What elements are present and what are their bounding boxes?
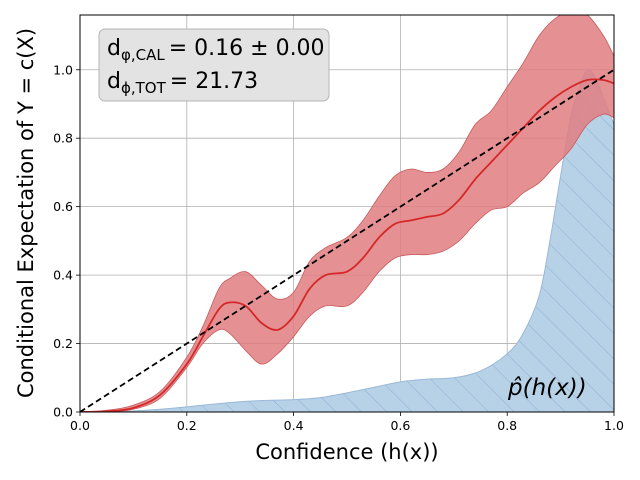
y-tick-label: 1.0 xyxy=(53,62,73,77)
x-axis-label: Confidence (h(x)) xyxy=(255,440,438,464)
y-tick-label: 0.4 xyxy=(53,268,73,283)
density-hatch xyxy=(80,69,614,412)
axis-ticks: 0.0 0.2 0.4 0.6 0.8 1.0 0.0 0.2 0.4 0.6 0.8 1.0 xyxy=(53,62,624,433)
y-tick-label: 0.8 xyxy=(53,131,73,146)
confidence-band xyxy=(80,15,614,412)
y-tick-label: 0.2 xyxy=(53,336,73,351)
y-axis-label: Conditional Expectation of Y = c(X) xyxy=(14,28,38,398)
plot-frame xyxy=(79,14,615,413)
y-tick-label: 0.6 xyxy=(53,199,73,214)
y-tick-label: 0.0 xyxy=(53,405,73,420)
metrics-annotation-box: dφ,CAL = 0.16 ± 0.00 dϕ,TOT = 21.73 xyxy=(98,28,330,102)
total-distance-text: dϕ,TOT = 21.73 xyxy=(107,69,258,97)
mean-calibration-line xyxy=(80,78,614,412)
x-tick-label: 0.8 xyxy=(497,418,517,433)
perfect-calibration-diagonal xyxy=(80,69,614,412)
density-label: p̂(h(x)) xyxy=(507,375,587,401)
plot-series xyxy=(80,15,614,412)
calibration-distance-text: dφ,CAL = 0.16 ± 0.00 xyxy=(107,36,325,64)
x-tick-label: 0.4 xyxy=(284,418,304,433)
x-tick-label: 1.0 xyxy=(604,418,624,433)
x-tick-label: 0.6 xyxy=(390,418,410,433)
x-tick-label: 0.2 xyxy=(177,418,197,433)
x-tick-label: 0.0 xyxy=(70,418,90,433)
